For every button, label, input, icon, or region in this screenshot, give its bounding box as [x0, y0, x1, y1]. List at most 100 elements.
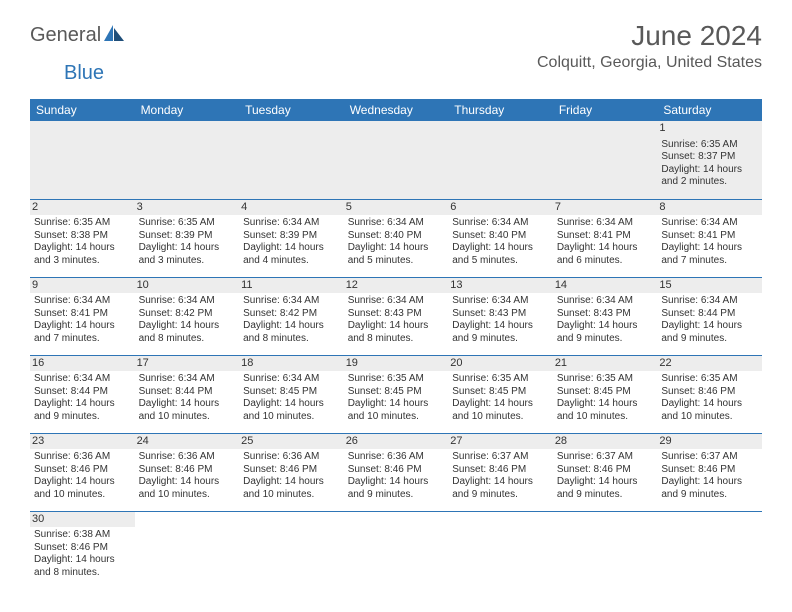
- calendar-cell: 25Sunrise: 6:36 AMSunset: 8:46 PMDayligh…: [239, 433, 344, 511]
- day-number: 22: [657, 356, 762, 372]
- day-number: 29: [657, 434, 762, 450]
- calendar-cell: 27Sunrise: 6:37 AMSunset: 8:46 PMDayligh…: [448, 433, 553, 511]
- sunrise-line: Sunrise: 6:37 AM: [452, 451, 549, 464]
- daylight-line: Daylight: 14 hours and 10 minutes.: [139, 476, 236, 501]
- calendar-cell: 7Sunrise: 6:34 AMSunset: 8:41 PMDaylight…: [553, 199, 658, 277]
- calendar-cell: 16Sunrise: 6:34 AMSunset: 8:44 PMDayligh…: [30, 355, 135, 433]
- daylight-line: Daylight: 14 hours and 9 minutes.: [661, 476, 758, 501]
- weekday-header: Wednesday: [344, 99, 449, 121]
- day-number: 18: [239, 356, 344, 372]
- calendar-cell: 17Sunrise: 6:34 AMSunset: 8:44 PMDayligh…: [135, 355, 240, 433]
- calendar-cell: [448, 121, 553, 199]
- daylight-line: Daylight: 14 hours and 9 minutes.: [557, 476, 654, 501]
- sunset-line: Sunset: 8:43 PM: [452, 308, 549, 321]
- calendar-cell: 3Sunrise: 6:35 AMSunset: 8:39 PMDaylight…: [135, 199, 240, 277]
- sunrise-line: Sunrise: 6:34 AM: [452, 295, 549, 308]
- sunset-line: Sunset: 8:40 PM: [348, 230, 445, 243]
- calendar-row: 30Sunrise: 6:38 AMSunset: 8:46 PMDayligh…: [30, 511, 762, 589]
- daylight-line: Daylight: 14 hours and 4 minutes.: [243, 242, 340, 267]
- sunrise-line: Sunrise: 6:34 AM: [34, 373, 131, 386]
- day-number: 5: [344, 200, 449, 216]
- day-number: 9: [30, 278, 135, 294]
- calendar-cell: 13Sunrise: 6:34 AMSunset: 8:43 PMDayligh…: [448, 277, 553, 355]
- calendar-cell: 9Sunrise: 6:34 AMSunset: 8:41 PMDaylight…: [30, 277, 135, 355]
- sunset-line: Sunset: 8:41 PM: [557, 230, 654, 243]
- weekday-header: Thursday: [448, 99, 553, 121]
- sunset-line: Sunset: 8:38 PM: [34, 230, 131, 243]
- day-number: 21: [553, 356, 658, 372]
- day-number: 26: [344, 434, 449, 450]
- weekday-header: Sunday: [30, 99, 135, 121]
- day-number: 17: [135, 356, 240, 372]
- sunrise-line: Sunrise: 6:34 AM: [139, 295, 236, 308]
- weekday-header: Monday: [135, 99, 240, 121]
- sunset-line: Sunset: 8:39 PM: [139, 230, 236, 243]
- sunset-line: Sunset: 8:44 PM: [661, 308, 758, 321]
- calendar-cell: 4Sunrise: 6:34 AMSunset: 8:39 PMDaylight…: [239, 199, 344, 277]
- calendar-row: 2Sunrise: 6:35 AMSunset: 8:38 PMDaylight…: [30, 199, 762, 277]
- sunset-line: Sunset: 8:43 PM: [557, 308, 654, 321]
- daylight-line: Daylight: 14 hours and 8 minutes.: [243, 320, 340, 345]
- calendar-cell: [448, 511, 553, 589]
- sunrise-line: Sunrise: 6:35 AM: [139, 217, 236, 230]
- daylight-line: Daylight: 14 hours and 9 minutes.: [34, 398, 131, 423]
- sunset-line: Sunset: 8:46 PM: [139, 464, 236, 477]
- sunrise-line: Sunrise: 6:34 AM: [243, 217, 340, 230]
- sunrise-line: Sunrise: 6:34 AM: [452, 217, 549, 230]
- daylight-line: Daylight: 14 hours and 8 minutes.: [348, 320, 445, 345]
- daylight-line: Daylight: 14 hours and 3 minutes.: [139, 242, 236, 267]
- sunset-line: Sunset: 8:41 PM: [661, 230, 758, 243]
- sunset-line: Sunset: 8:45 PM: [243, 386, 340, 399]
- sunrise-line: Sunrise: 6:35 AM: [661, 139, 758, 152]
- day-number: 14: [553, 278, 658, 294]
- sunrise-line: Sunrise: 6:36 AM: [34, 451, 131, 464]
- daylight-line: Daylight: 14 hours and 10 minutes.: [139, 398, 236, 423]
- sunset-line: Sunset: 8:46 PM: [34, 542, 131, 555]
- calendar-cell: [553, 511, 658, 589]
- daylight-line: Daylight: 14 hours and 7 minutes.: [661, 242, 758, 267]
- weekday-header: Tuesday: [239, 99, 344, 121]
- calendar-cell: 11Sunrise: 6:34 AMSunset: 8:42 PMDayligh…: [239, 277, 344, 355]
- calendar-cell: 1Sunrise: 6:35 AMSunset: 8:37 PMDaylight…: [657, 121, 762, 199]
- sunset-line: Sunset: 8:37 PM: [661, 151, 758, 164]
- sunset-line: Sunset: 8:46 PM: [243, 464, 340, 477]
- calendar-cell: 28Sunrise: 6:37 AMSunset: 8:46 PMDayligh…: [553, 433, 658, 511]
- sunrise-line: Sunrise: 6:35 AM: [661, 373, 758, 386]
- day-number: 24: [135, 434, 240, 450]
- calendar-cell: 23Sunrise: 6:36 AMSunset: 8:46 PMDayligh…: [30, 433, 135, 511]
- day-number: 12: [344, 278, 449, 294]
- calendar-cell: 6Sunrise: 6:34 AMSunset: 8:40 PMDaylight…: [448, 199, 553, 277]
- daylight-line: Daylight: 14 hours and 9 minutes.: [661, 320, 758, 345]
- calendar-cell: [344, 511, 449, 589]
- day-number: 6: [448, 200, 553, 216]
- daylight-line: Daylight: 14 hours and 8 minutes.: [139, 320, 236, 345]
- daylight-line: Daylight: 14 hours and 7 minutes.: [34, 320, 131, 345]
- daylight-line: Daylight: 14 hours and 9 minutes.: [348, 476, 445, 501]
- sunset-line: Sunset: 8:46 PM: [348, 464, 445, 477]
- day-number: 7: [553, 200, 658, 216]
- calendar-row: 23Sunrise: 6:36 AMSunset: 8:46 PMDayligh…: [30, 433, 762, 511]
- weekday-header: Saturday: [657, 99, 762, 121]
- sunrise-line: Sunrise: 6:34 AM: [661, 295, 758, 308]
- day-number: 16: [30, 356, 135, 372]
- day-number: 3: [135, 200, 240, 216]
- calendar-cell: 14Sunrise: 6:34 AMSunset: 8:43 PMDayligh…: [553, 277, 658, 355]
- daylight-line: Daylight: 14 hours and 3 minutes.: [34, 242, 131, 267]
- calendar-cell: 15Sunrise: 6:34 AMSunset: 8:44 PMDayligh…: [657, 277, 762, 355]
- day-number: 10: [135, 278, 240, 294]
- sunrise-line: Sunrise: 6:36 AM: [243, 451, 340, 464]
- day-number: 1: [657, 121, 762, 137]
- sunset-line: Sunset: 8:46 PM: [452, 464, 549, 477]
- daylight-line: Daylight: 14 hours and 10 minutes.: [243, 398, 340, 423]
- day-number: 4: [239, 200, 344, 216]
- sunrise-line: Sunrise: 6:38 AM: [34, 529, 131, 542]
- calendar-row: 9Sunrise: 6:34 AMSunset: 8:41 PMDaylight…: [30, 277, 762, 355]
- sunrise-line: Sunrise: 6:34 AM: [557, 217, 654, 230]
- calendar-cell: [135, 511, 240, 589]
- calendar-cell: 2Sunrise: 6:35 AMSunset: 8:38 PMDaylight…: [30, 199, 135, 277]
- sunrise-line: Sunrise: 6:35 AM: [452, 373, 549, 386]
- calendar-cell: 19Sunrise: 6:35 AMSunset: 8:45 PMDayligh…: [344, 355, 449, 433]
- sunset-line: Sunset: 8:46 PM: [34, 464, 131, 477]
- sunset-line: Sunset: 8:42 PM: [139, 308, 236, 321]
- daylight-line: Daylight: 14 hours and 6 minutes.: [557, 242, 654, 267]
